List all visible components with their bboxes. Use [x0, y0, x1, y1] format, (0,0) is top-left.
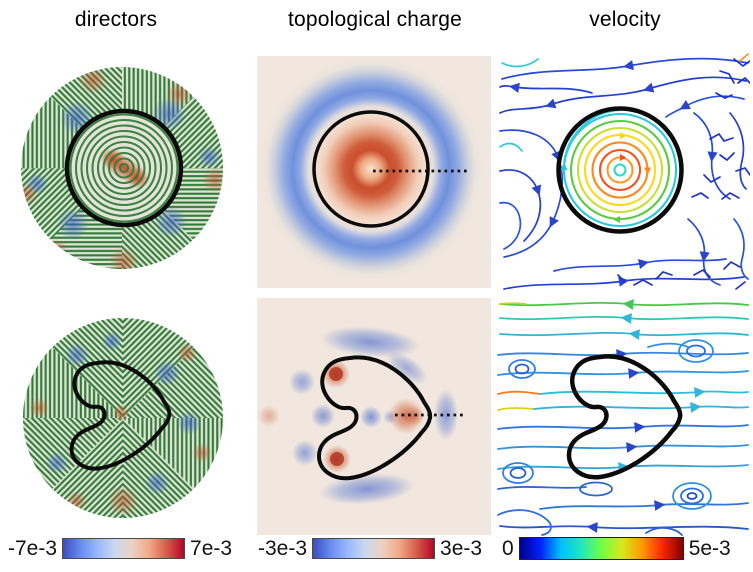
- interface-circle-outline: [556, 106, 684, 234]
- colorbar-charge-gradient: [312, 538, 436, 559]
- director-spiral-core: [68, 112, 180, 224]
- interface-circle-outline: [312, 110, 430, 228]
- colorbar-velocity-min-label: 0: [502, 537, 514, 560]
- charge-density-rings: [259, 57, 483, 281]
- colorbar-velocity: 0 5e-3: [502, 537, 731, 560]
- vortices: [497, 339, 714, 536]
- interface-circle-outline: [64, 108, 184, 228]
- panel-velocity-circle: [499, 53, 750, 290]
- turbulent-squiggles: [617, 53, 750, 290]
- panel-directors-circle: [21, 67, 223, 269]
- colorbar-topological-charge: -3e-3 3e-3: [258, 538, 482, 559]
- director-disk-texture: [21, 67, 223, 269]
- interface-boomerang-outline: [69, 360, 172, 471]
- panel-topological-charge-boomerang: [257, 298, 491, 535]
- column-header-velocity: velocity: [589, 8, 661, 31]
- colorbar-velocity-gradient: [518, 537, 684, 560]
- colorbar-charge-min-label: -3e-3: [258, 537, 308, 560]
- charge-tint-blobs: [29, 331, 212, 516]
- colorbar-directors-max-label: 7e-3: [190, 537, 233, 560]
- panel-topological-charge-circle: [257, 56, 491, 288]
- colorbar-directors-min-label: -7e-3: [8, 537, 58, 560]
- colorbar-velocity-max-label: 5e-3: [688, 537, 731, 560]
- colorbar-directors-gradient: [62, 538, 186, 559]
- negative-charge-blobs: [289, 326, 458, 505]
- horizontal-streamlines: [497, 299, 749, 533]
- colorbar-charge-max-label: 3e-3: [440, 537, 483, 560]
- panel-velocity-boomerang: [497, 299, 749, 536]
- panel-directors-boomerang: [23, 318, 223, 518]
- column-header-topological-charge: topological charge: [287, 8, 463, 31]
- director-disk-texture: [23, 318, 223, 518]
- interface-boomerang-outline: [566, 354, 683, 480]
- director-stripe-domains: [23, 318, 223, 518]
- colorbar-directors: -7e-3 7e-3: [8, 538, 232, 559]
- column-header-directors: directors: [74, 8, 158, 31]
- positive-charge-blobs: [258, 360, 424, 473]
